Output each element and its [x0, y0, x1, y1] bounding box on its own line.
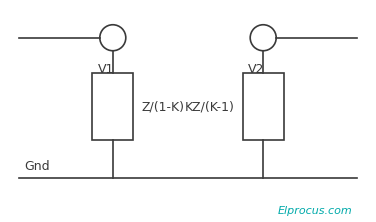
Text: Z/(1-K): Z/(1-K) [141, 100, 185, 113]
Bar [92, 73, 133, 140]
Text: Gnd: Gnd [24, 160, 49, 172]
Bar [243, 73, 284, 140]
Text: V2: V2 [248, 63, 265, 76]
Text: KZ/(K-1): KZ/(K-1) [185, 100, 235, 113]
Text: V1: V1 [98, 63, 114, 76]
Text: Elprocus.com: Elprocus.com [277, 206, 352, 216]
